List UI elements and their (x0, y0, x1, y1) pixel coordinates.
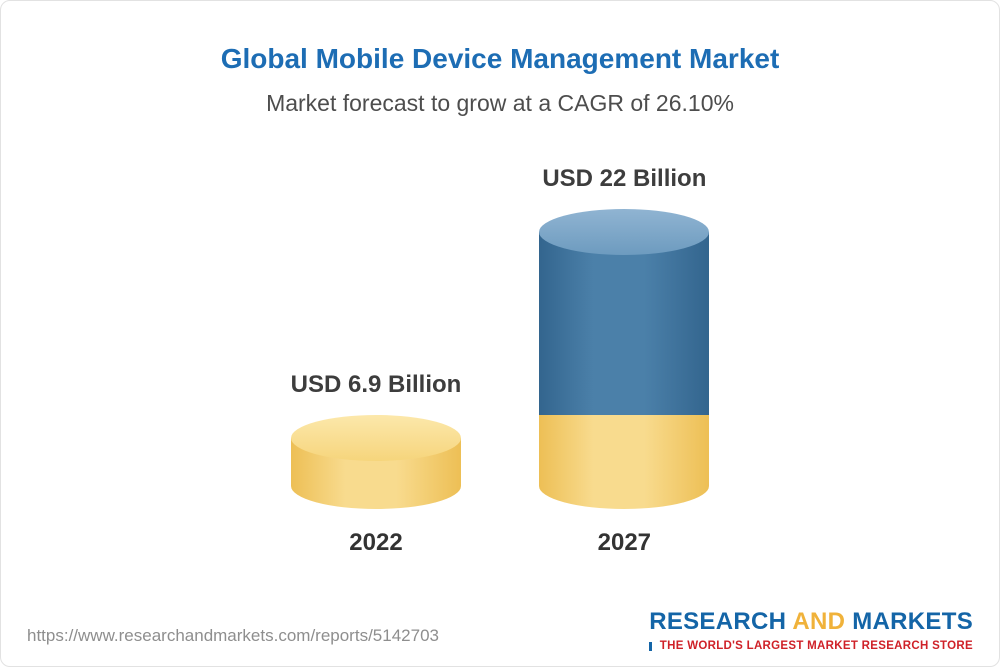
logo-wordmark: RESEARCH AND MARKETS (649, 608, 973, 636)
year-label-2027: 2027 (597, 529, 652, 556)
cylinder-growth-segment-2027 (539, 232, 710, 415)
bar-column-2022: USD 6.9 Billion 2022 (291, 371, 462, 557)
logo-word-research: RESEARCH (649, 608, 787, 635)
header: Global Mobile Device Management Market M… (1, 1, 999, 117)
report-url: https://www.researchandmarkets.com/repor… (27, 626, 439, 645)
year-label-2022: 2022 (349, 529, 403, 556)
logo-bar-shape (649, 641, 652, 651)
cylinder-top-ellipse (539, 209, 710, 255)
logo-tagline: THE WORLD'S LARGEST MARKET RESEARCH STOR… (659, 640, 973, 652)
logo-tagline-row: THE WORLD'S LARGEST MARKET RESEARCH STOR… (649, 640, 973, 652)
logo-word-and: AND (792, 608, 846, 635)
cylinder-2027 (539, 209, 710, 509)
page-subtitle: Market forecast to grow at a CAGR of 26.… (266, 90, 734, 116)
value-label-2027: USD 22 Billion (542, 165, 707, 192)
logo-word-markets: MARKETS (852, 608, 973, 635)
cylinder-2022 (290, 415, 461, 509)
value-label-2022: USD 6.9 Billion (290, 371, 462, 398)
cylinder-top-ellipse (290, 415, 461, 461)
bar-column-2027: USD 22 Billion 2027 (539, 165, 710, 557)
research-and-markets-logo: RESEARCH AND MARKETS THE WORLD'S LARGEST… (649, 608, 973, 652)
chart: USD 6.9 Billion 2022 USD 22 Billion 2027 (1, 165, 999, 557)
cylinder-base-segment-2027 (539, 415, 710, 509)
footer: https://www.researchandmarkets.com/repor… (1, 608, 999, 652)
page-title: Global Mobile Device Management Market (220, 43, 780, 74)
